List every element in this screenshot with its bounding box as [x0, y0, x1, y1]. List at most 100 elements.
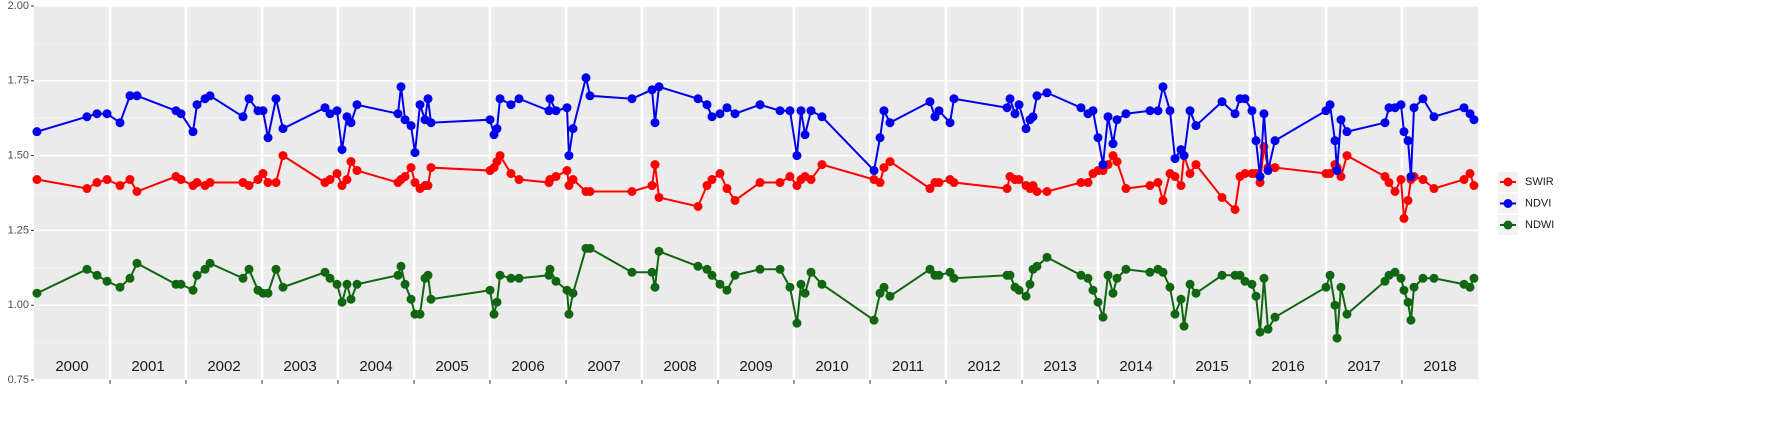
point — [755, 100, 765, 110]
point — [325, 175, 335, 185]
point — [115, 181, 125, 191]
point — [585, 91, 595, 101]
point — [1032, 187, 1042, 197]
year-label: 2007 — [587, 358, 620, 375]
point — [278, 282, 288, 292]
point — [1429, 112, 1439, 122]
point — [1088, 106, 1098, 116]
point — [1158, 82, 1168, 92]
point — [564, 151, 574, 161]
legend-point — [1503, 177, 1513, 187]
point — [253, 175, 263, 185]
point — [332, 106, 342, 116]
year-label: 2017 — [1347, 358, 1380, 375]
point — [879, 282, 889, 292]
point — [1240, 94, 1250, 104]
point — [885, 118, 895, 128]
point — [426, 294, 436, 304]
point — [1145, 106, 1155, 116]
point — [715, 169, 725, 179]
point — [205, 178, 215, 188]
point — [885, 157, 895, 167]
point — [263, 178, 273, 188]
point — [1336, 282, 1346, 292]
point — [495, 94, 505, 104]
point — [82, 184, 92, 194]
point — [949, 94, 959, 104]
point — [92, 109, 102, 119]
point — [707, 112, 717, 122]
point — [715, 109, 725, 119]
point — [1170, 172, 1180, 182]
point — [132, 187, 142, 197]
point — [627, 94, 637, 104]
point — [205, 258, 215, 268]
point — [817, 160, 827, 170]
point — [1145, 267, 1155, 277]
point — [1112, 273, 1122, 283]
point — [132, 258, 142, 268]
point — [1217, 97, 1227, 107]
point — [1247, 279, 1257, 289]
point — [514, 273, 524, 283]
point — [702, 100, 712, 110]
point — [271, 94, 281, 104]
point — [1165, 106, 1175, 116]
point — [1384, 178, 1394, 188]
point — [1191, 160, 1201, 170]
point — [1076, 103, 1086, 113]
point — [346, 157, 356, 167]
point — [806, 175, 816, 185]
legend-point — [1503, 220, 1513, 230]
point — [1330, 136, 1340, 146]
point — [627, 187, 637, 197]
point — [722, 184, 732, 194]
year-label: 2018 — [1423, 358, 1456, 375]
point — [949, 178, 959, 188]
point — [400, 115, 410, 125]
point — [792, 318, 802, 328]
point — [1021, 124, 1031, 134]
point — [755, 264, 765, 274]
point — [564, 309, 574, 319]
point — [492, 124, 502, 134]
point — [1021, 291, 1031, 301]
year-label: 2011 — [892, 358, 924, 375]
point — [337, 297, 347, 307]
point — [82, 112, 92, 122]
point — [1406, 172, 1416, 182]
point — [92, 178, 102, 188]
point — [775, 264, 785, 274]
point — [205, 91, 215, 101]
point — [102, 109, 112, 119]
point — [1406, 315, 1416, 325]
point — [396, 261, 406, 271]
point — [352, 279, 362, 289]
point — [423, 270, 433, 280]
point — [1270, 163, 1280, 173]
point — [492, 297, 502, 307]
year-label: 2015 — [1195, 358, 1228, 375]
point — [800, 288, 810, 298]
point — [346, 294, 356, 304]
point — [396, 82, 406, 92]
point — [1469, 115, 1479, 125]
point — [1098, 312, 1108, 322]
point — [1465, 169, 1475, 179]
point — [495, 151, 505, 161]
point — [925, 264, 935, 274]
point — [1330, 300, 1340, 310]
point — [278, 124, 288, 134]
year-label: 2008 — [663, 358, 696, 375]
point — [32, 288, 42, 298]
point — [693, 261, 703, 271]
point — [1263, 324, 1273, 334]
point — [885, 291, 895, 301]
point — [730, 270, 740, 280]
point — [1002, 103, 1012, 113]
point — [1342, 309, 1352, 319]
point — [934, 178, 944, 188]
point — [1093, 133, 1103, 143]
point — [934, 270, 944, 280]
point — [800, 130, 810, 140]
